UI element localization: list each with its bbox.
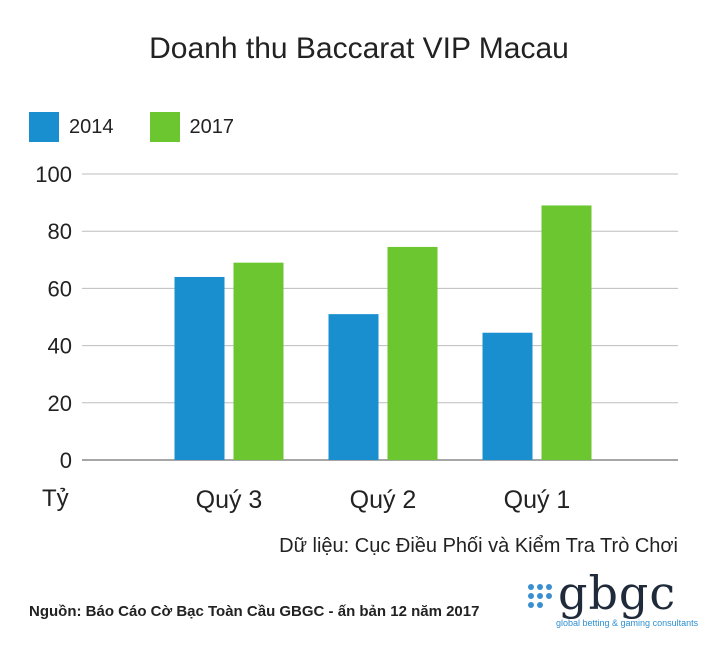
y-axis-label: Tỷ: [42, 485, 69, 512]
y-tick-label: 20: [48, 391, 72, 416]
logo-dots-icon: [528, 584, 554, 610]
x-tick-label: Quý 1: [504, 486, 571, 514]
bar-2014-2: [328, 314, 379, 460]
bar-2017-1: [233, 262, 284, 460]
legend-item-2017: 2017: [149, 112, 235, 142]
source-footnote: Nguồn: Báo Cáo Cờ Bạc Toàn Cầu GBGC - ấn…: [29, 603, 480, 620]
x-tick-label: Quý 2: [350, 486, 417, 514]
y-tick-label: 0: [60, 448, 72, 473]
chart-title: Doanh thu Baccarat VIP Macau: [149, 32, 569, 65]
chart-legend: 2014 2017: [29, 112, 270, 142]
y-tick-label: 40: [48, 334, 72, 359]
bar-2014-3: [482, 332, 533, 460]
y-tick-label: 60: [48, 276, 72, 301]
data-source-note: Dữ liệu: Cục Điều Phối và Kiểm Tra Trò C…: [279, 535, 678, 557]
legend-label-2014: 2014: [69, 115, 114, 138]
bar-2017-3: [541, 205, 592, 460]
logo-wordmark: gbgc: [558, 566, 677, 620]
logo-tagline: global betting & gaming consultants: [556, 618, 699, 628]
legend-item-2014: 2014: [29, 112, 114, 142]
bar-chart: 0 20 40 60 80 100 Tỷ Quý 3 Quý 2 Quý 1: [35, 162, 678, 514]
legend-label-2017: 2017: [189, 115, 235, 138]
gbgc-logo: gbgc global betting & gaming consultants: [528, 566, 699, 632]
y-tick-label: 80: [48, 219, 72, 244]
y-tick-label: 100: [35, 162, 72, 187]
legend-swatch-2014: [29, 112, 59, 142]
legend-swatch-2017: [149, 112, 180, 142]
x-tick-label: Quý 3: [196, 486, 263, 514]
bar-2014-1: [174, 276, 225, 460]
bar-2017-2: [387, 246, 438, 460]
